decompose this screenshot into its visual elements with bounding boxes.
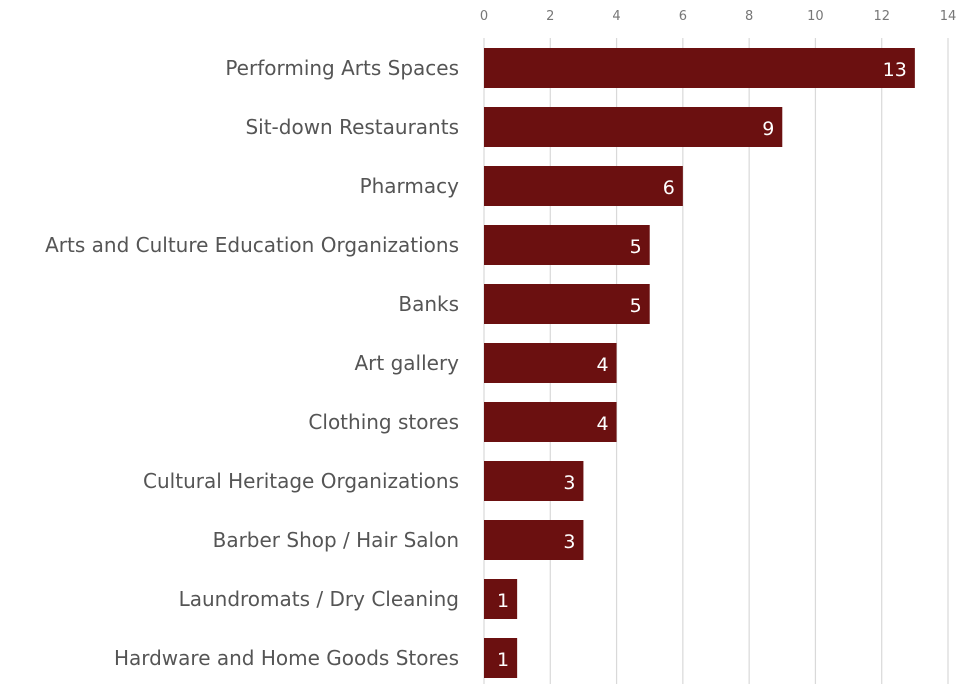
- category-label: Arts and Culture Education Organizations: [45, 233, 459, 257]
- bars: [484, 48, 915, 678]
- bar: [484, 461, 584, 501]
- data-label: 4: [596, 413, 608, 435]
- bar: [484, 402, 617, 442]
- category-label: Art gallery: [354, 351, 459, 375]
- data-label: 6: [663, 177, 675, 199]
- x-tick-label: 0: [480, 9, 488, 24]
- bar: [484, 166, 683, 206]
- x-tick-label: 8: [745, 9, 753, 24]
- bar: [484, 284, 650, 324]
- data-label: 1: [497, 590, 509, 612]
- category-label: Laundromats / Dry Cleaning: [179, 587, 459, 611]
- x-tick-label: 4: [612, 9, 620, 24]
- bar: [484, 343, 617, 383]
- bar: [484, 520, 584, 560]
- bar: [484, 225, 650, 265]
- data-label: 4: [596, 354, 608, 376]
- data-label: 5: [630, 236, 642, 258]
- data-label: 3: [563, 531, 575, 553]
- category-label: Banks: [398, 292, 459, 316]
- x-tick-label: 12: [873, 9, 890, 24]
- bar: [484, 48, 915, 88]
- x-tick-label: 2: [546, 9, 554, 24]
- category-label: Pharmacy: [360, 174, 460, 198]
- x-tick-label: 6: [679, 9, 687, 24]
- category-label: Cultural Heritage Organizations: [143, 469, 459, 493]
- x-tick-label: 14: [940, 9, 957, 24]
- data-label: 13: [883, 59, 907, 81]
- data-label: 3: [563, 472, 575, 494]
- category-label: Performing Arts Spaces: [225, 56, 459, 80]
- x-tick-label: 10: [807, 9, 824, 24]
- data-label: 1: [497, 649, 509, 671]
- data-label: 5: [630, 295, 642, 317]
- bar: [484, 107, 783, 147]
- data-labels: 13 9 6 5 5 4 4 3 3 1 1: [497, 59, 907, 671]
- x-axis-ticks: 0 2 4 6 8 10 12 14: [480, 9, 956, 24]
- category-label: Sit-down Restaurants: [245, 115, 459, 139]
- category-labels: Performing Arts Spaces Sit-down Restauran…: [45, 56, 459, 670]
- category-label: Clothing stores: [308, 410, 459, 434]
- data-label: 9: [762, 118, 774, 140]
- category-label: Hardware and Home Goods Stores: [114, 646, 459, 670]
- category-label: Barber Shop / Hair Salon: [213, 528, 459, 552]
- bar: [484, 638, 518, 678]
- bar: [484, 579, 518, 619]
